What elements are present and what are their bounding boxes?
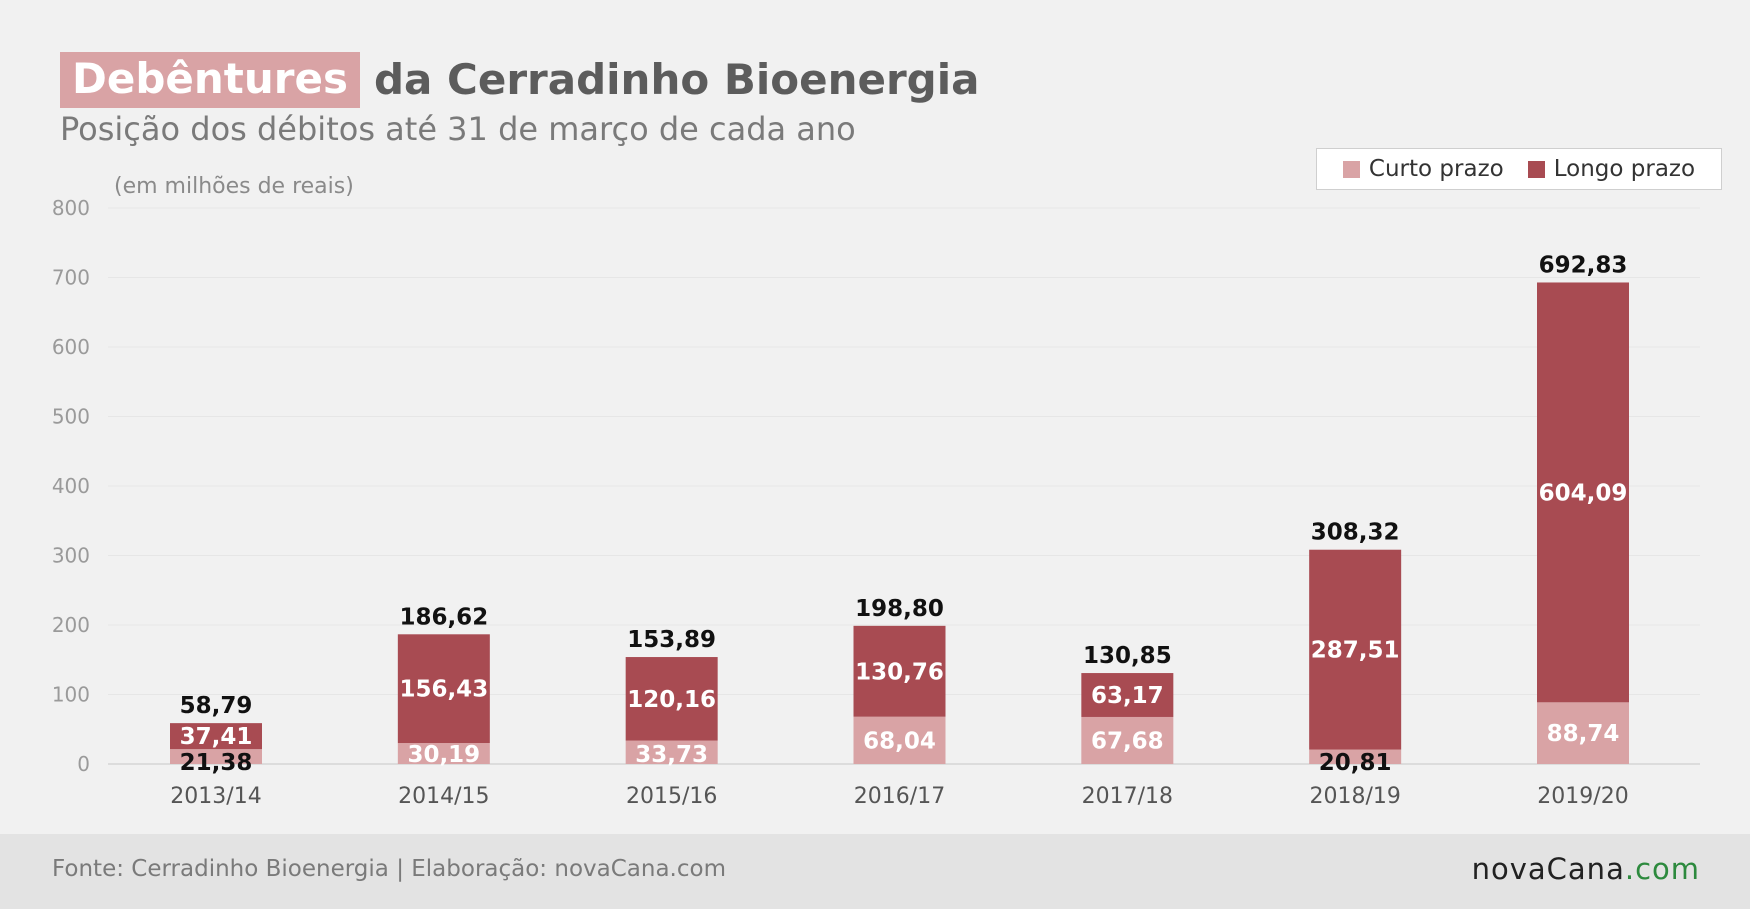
y-tick-label: 600 [52,335,90,359]
longo-prazo-label: 120,16 [627,687,716,713]
logo-main: novaCana [1471,852,1625,886]
longo-prazo-label: 604,09 [1539,480,1628,506]
total-label: 692,83 [1539,252,1628,278]
y-tick-label: 200 [52,613,90,637]
bar-longo-prazo [1081,673,1174,717]
legend: Curto prazo Longo prazo [1316,148,1722,190]
longo-prazo-label: 156,43 [399,677,488,703]
curto-prazo-label: 68,04 [863,728,936,754]
x-tick-label: 2013/14 [170,784,261,809]
total-label: 198,80 [855,596,944,622]
y-tick-label: 0 [77,752,90,776]
bar-curto-prazo [1537,702,1629,764]
bar-longo-prazo [1537,282,1629,703]
legend-swatch-longo [1527,160,1545,178]
curto-prazo-label: 20,81 [1319,750,1392,776]
x-tick-label: 2019/20 [1537,784,1628,809]
bar-curto-prazo [1081,716,1174,764]
x-tick-label: 2015/16 [626,784,717,809]
y-tick-label: 500 [52,405,90,429]
longo-prazo-label: 37,41 [180,724,253,750]
title-rest: da Cerradinho Bioenergia [373,55,980,104]
y-tick-label: 400 [52,474,90,498]
legend-label-curto: Curto prazo [1368,156,1504,182]
curto-prazo-label: 88,74 [1547,721,1620,747]
legend-item-curto: Curto prazo [1342,156,1504,182]
x-tick-label: 2014/15 [398,784,489,809]
curto-prazo-label: 33,73 [635,742,708,768]
total-label: 130,85 [1083,643,1172,669]
y-tick-label: 800 [52,196,90,220]
y-tick-label: 100 [52,683,90,707]
bar-curto-prazo [397,743,490,764]
y-tick-label: 700 [52,266,90,290]
unit-label: (em milhões de reais) [114,174,354,199]
bar-longo-prazo [170,723,262,750]
legend-item-longo: Longo prazo [1527,156,1696,182]
curto-prazo-label: 67,68 [1091,728,1164,754]
total-label: 153,89 [627,627,716,653]
chart-title: Debêntures da Cerradinho Bioenergia [60,52,979,108]
y-tick-label: 300 [52,544,90,568]
bar-curto-prazo [170,749,262,764]
bar-longo-prazo [1309,549,1402,750]
title-highlight: Debêntures [60,52,360,108]
x-tick-label: 2017/18 [1082,784,1173,809]
legend-swatch-curto [1342,160,1360,178]
bar-chart: 0 100 200 300 400 500 600 700 800 2013/14 58,79 37,… [52,196,1700,809]
footer: Fonte: Cerradinho Bioenergia | Elaboraçã… [0,834,1750,909]
curto-prazo-label: 30,19 [407,742,480,768]
bar-curto-prazo [853,716,946,764]
footer-source: Fonte: Cerradinho Bioenergia | Elaboraçã… [52,856,726,882]
longo-prazo-label: 287,51 [1311,638,1400,664]
chart-subtitle: Posição dos débitos até 31 de março de c… [60,110,856,148]
total-label: 308,32 [1311,520,1400,546]
logo-tld: com [1635,852,1700,886]
bar-longo-prazo [853,625,946,717]
bar-curto-prazo [1309,749,1402,764]
longo-prazo-label: 130,76 [855,659,944,685]
x-tick-label: 2018/19 [1309,784,1400,809]
curto-prazo-label: 21,38 [180,750,253,776]
novacana-logo: novaCana.com [1472,852,1700,886]
legend-label-longo: Longo prazo [1553,156,1696,182]
longo-prazo-label: 63,17 [1091,683,1164,709]
x-tick-label: 2016/17 [854,784,945,809]
bar-curto-prazo [625,740,718,764]
logo-dot: . [1624,852,1636,886]
total-label: 58,79 [180,693,253,719]
bar-longo-prazo [397,634,490,744]
bar-longo-prazo [625,657,718,741]
total-label: 186,62 [399,604,488,630]
